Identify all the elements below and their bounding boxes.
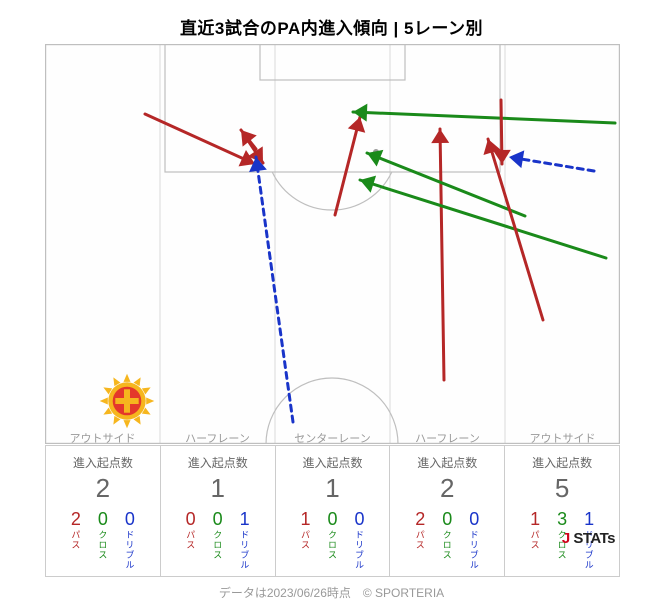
lane-total: 2 (50, 473, 156, 504)
lane-label: 進入起点数 (165, 454, 271, 471)
field-container (45, 44, 620, 444)
brand-letter: J (562, 530, 570, 547)
lane-stats: 進入起点数22パス0クロス0ドリブル進入起点数10パス0クロス1ドリブル進入起点… (45, 445, 620, 577)
lane: 進入起点数 2 2パス 0クロス 0ドリブル (45, 445, 160, 577)
lane-breakdown: 1パス 0クロス 0ドリブル (280, 510, 386, 570)
lane-label: 進入起点数 (50, 454, 156, 471)
lane-total: 2 (394, 473, 500, 504)
lane-bk-pass: 2パス (69, 510, 82, 570)
lane-total: 1 (165, 473, 271, 504)
lane-bk-pass: 1パス (529, 510, 542, 570)
lane-bk-pass: 0パス (184, 510, 197, 570)
lane-bk-cross: 0クロス (211, 510, 224, 570)
lane-breakdown: 2パス 0クロス 0ドリブル (50, 510, 156, 570)
lane-label: 進入起点数 (394, 454, 500, 471)
root: 直近3試合のPA内進入傾向 | 5レーン別 アウトサイドハーフレーンセンターレー… (0, 0, 663, 611)
lane-bk-dribble: 0ドリブル (353, 510, 366, 570)
lane: 進入起点数51パス3クロス1ドリブル (504, 445, 620, 577)
lane-bk-cross: 0クロス (96, 510, 109, 570)
lane-total: 5 (509, 473, 615, 504)
lane-breakdown: 0パス 0クロス 1ドリブル (165, 510, 271, 570)
brand-logo: J STATs (562, 530, 615, 547)
footer-text: データは2023/06/26時点 © SPORTERIA (0, 584, 663, 601)
lane-label: 進入起点数 (280, 454, 386, 471)
lane-total: 1 (280, 473, 386, 504)
lane-bk-dribble: 0ドリブル (468, 510, 481, 570)
lane-bk-pass: 1パス (299, 510, 312, 570)
lane-bk-pass: 2パス (414, 510, 427, 570)
lane-bk-cross: 0クロス (441, 510, 454, 570)
chart-title: 直近3試合のPA内進入傾向 | 5レーン別 (0, 0, 663, 39)
lane-label: 進入起点数 (509, 454, 615, 471)
lane: 進入起点数 2 2パス 0クロス 0ドリブル (389, 445, 504, 577)
lane-breakdown: 2パス 0クロス 0ドリブル (394, 510, 500, 570)
lane: 進入起点数 1 0パス 0クロス 1ドリブル (160, 445, 275, 577)
pitch-svg (45, 44, 620, 444)
lane-bk-cross: 0クロス (326, 510, 339, 570)
lane-bk-dribble: 1ドリブル (238, 510, 251, 570)
lane: 進入起点数 1 1パス 0クロス 0ドリブル (275, 445, 390, 577)
brand-text: STATs (570, 530, 615, 547)
lane-bk-dribble: 0ドリブル (123, 510, 136, 570)
